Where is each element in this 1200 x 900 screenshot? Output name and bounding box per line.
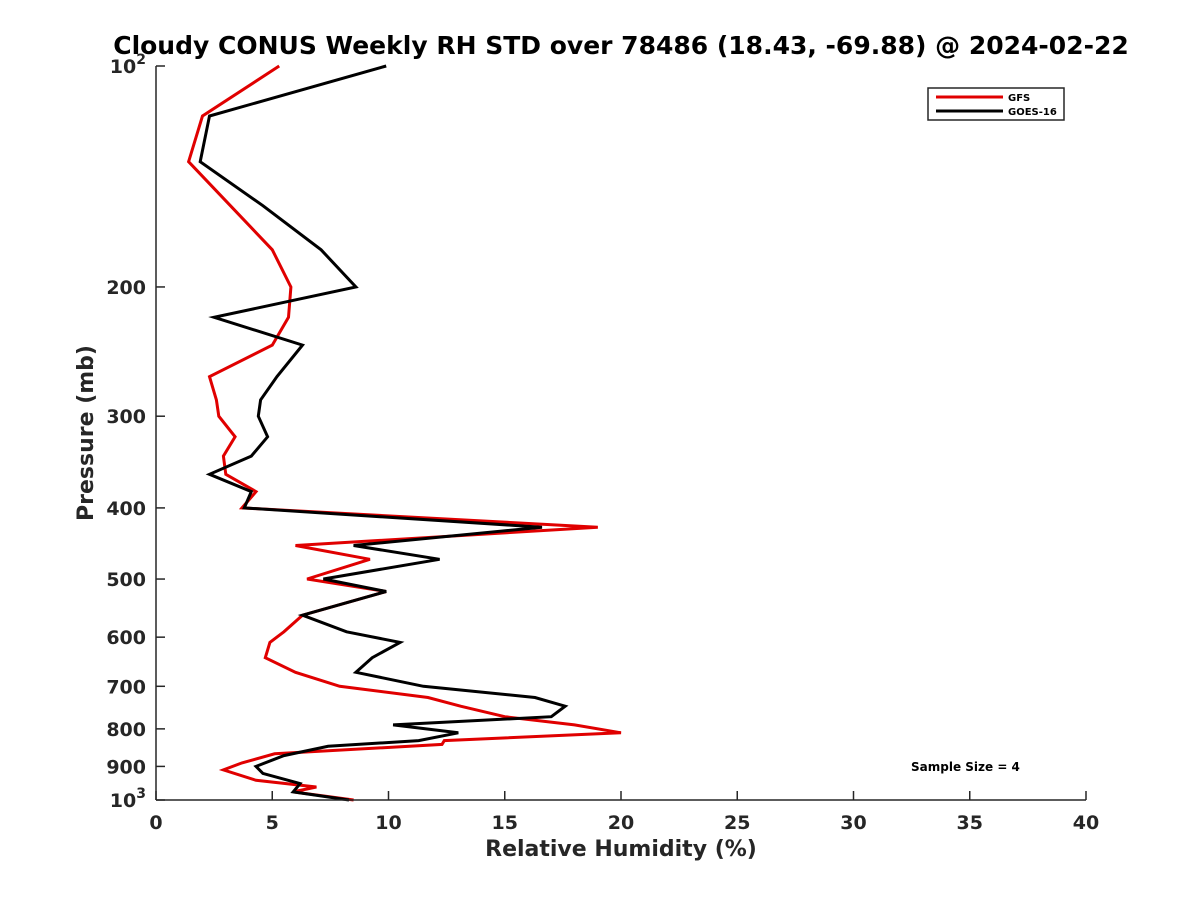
x-tick-label: 30 bbox=[840, 812, 866, 834]
x-tick-label: 35 bbox=[957, 812, 983, 834]
x-tick-label: 15 bbox=[492, 812, 518, 834]
y-tick-exponent: 2 bbox=[136, 52, 146, 68]
y-tick-label: 200 bbox=[106, 277, 146, 299]
y-tick-label: 700 bbox=[106, 676, 146, 698]
y-tick-label: 600 bbox=[106, 627, 146, 649]
y-axis-label: Pressure (mb) bbox=[74, 345, 99, 521]
x-tick-label: 10 bbox=[375, 812, 401, 834]
y-tick-label: 500 bbox=[106, 569, 146, 591]
sample-size-annotation: Sample Size = 4 bbox=[911, 760, 1020, 774]
y-tick-label: 102 bbox=[110, 52, 146, 78]
plot-area: 0 5 10 15 20 25 30 35 40 10220030040050060070080… bbox=[106, 52, 1099, 834]
x-tick-label: 5 bbox=[266, 812, 279, 834]
y-tick-exponent: 3 bbox=[136, 786, 146, 802]
series-layer bbox=[186, 64, 622, 802]
chart-title: Cloudy CONUS Weekly RH STD over 78486 (1… bbox=[113, 31, 1129, 60]
legend: GFS GOES-16 bbox=[927, 87, 1065, 121]
y-tick-base: 10 bbox=[110, 56, 136, 78]
x-tick-label: 40 bbox=[1073, 812, 1099, 834]
y-tick-label: 400 bbox=[106, 498, 146, 520]
x-tick-label: 20 bbox=[608, 812, 634, 834]
series-line-goes16 bbox=[198, 64, 569, 802]
y-tick-label: 300 bbox=[106, 406, 146, 428]
legend-label-goes16: GOES-16 bbox=[1008, 107, 1057, 118]
legend-label-gfs: GFS bbox=[1008, 93, 1030, 104]
y-tick-label: 900 bbox=[106, 756, 146, 778]
x-axis-label: Relative Humidity (%) bbox=[485, 837, 757, 862]
x-tick-label: 25 bbox=[724, 812, 750, 834]
y-tick-label: 103 bbox=[110, 786, 146, 812]
series-line-gfs bbox=[186, 64, 622, 802]
y-tick-label: 800 bbox=[106, 719, 146, 741]
x-tick-label: 0 bbox=[149, 812, 162, 834]
x-axis-ticks: 0 5 10 15 20 25 30 35 40 bbox=[149, 791, 1099, 834]
legend-box bbox=[927, 87, 1065, 121]
y-tick-base: 10 bbox=[110, 790, 136, 812]
